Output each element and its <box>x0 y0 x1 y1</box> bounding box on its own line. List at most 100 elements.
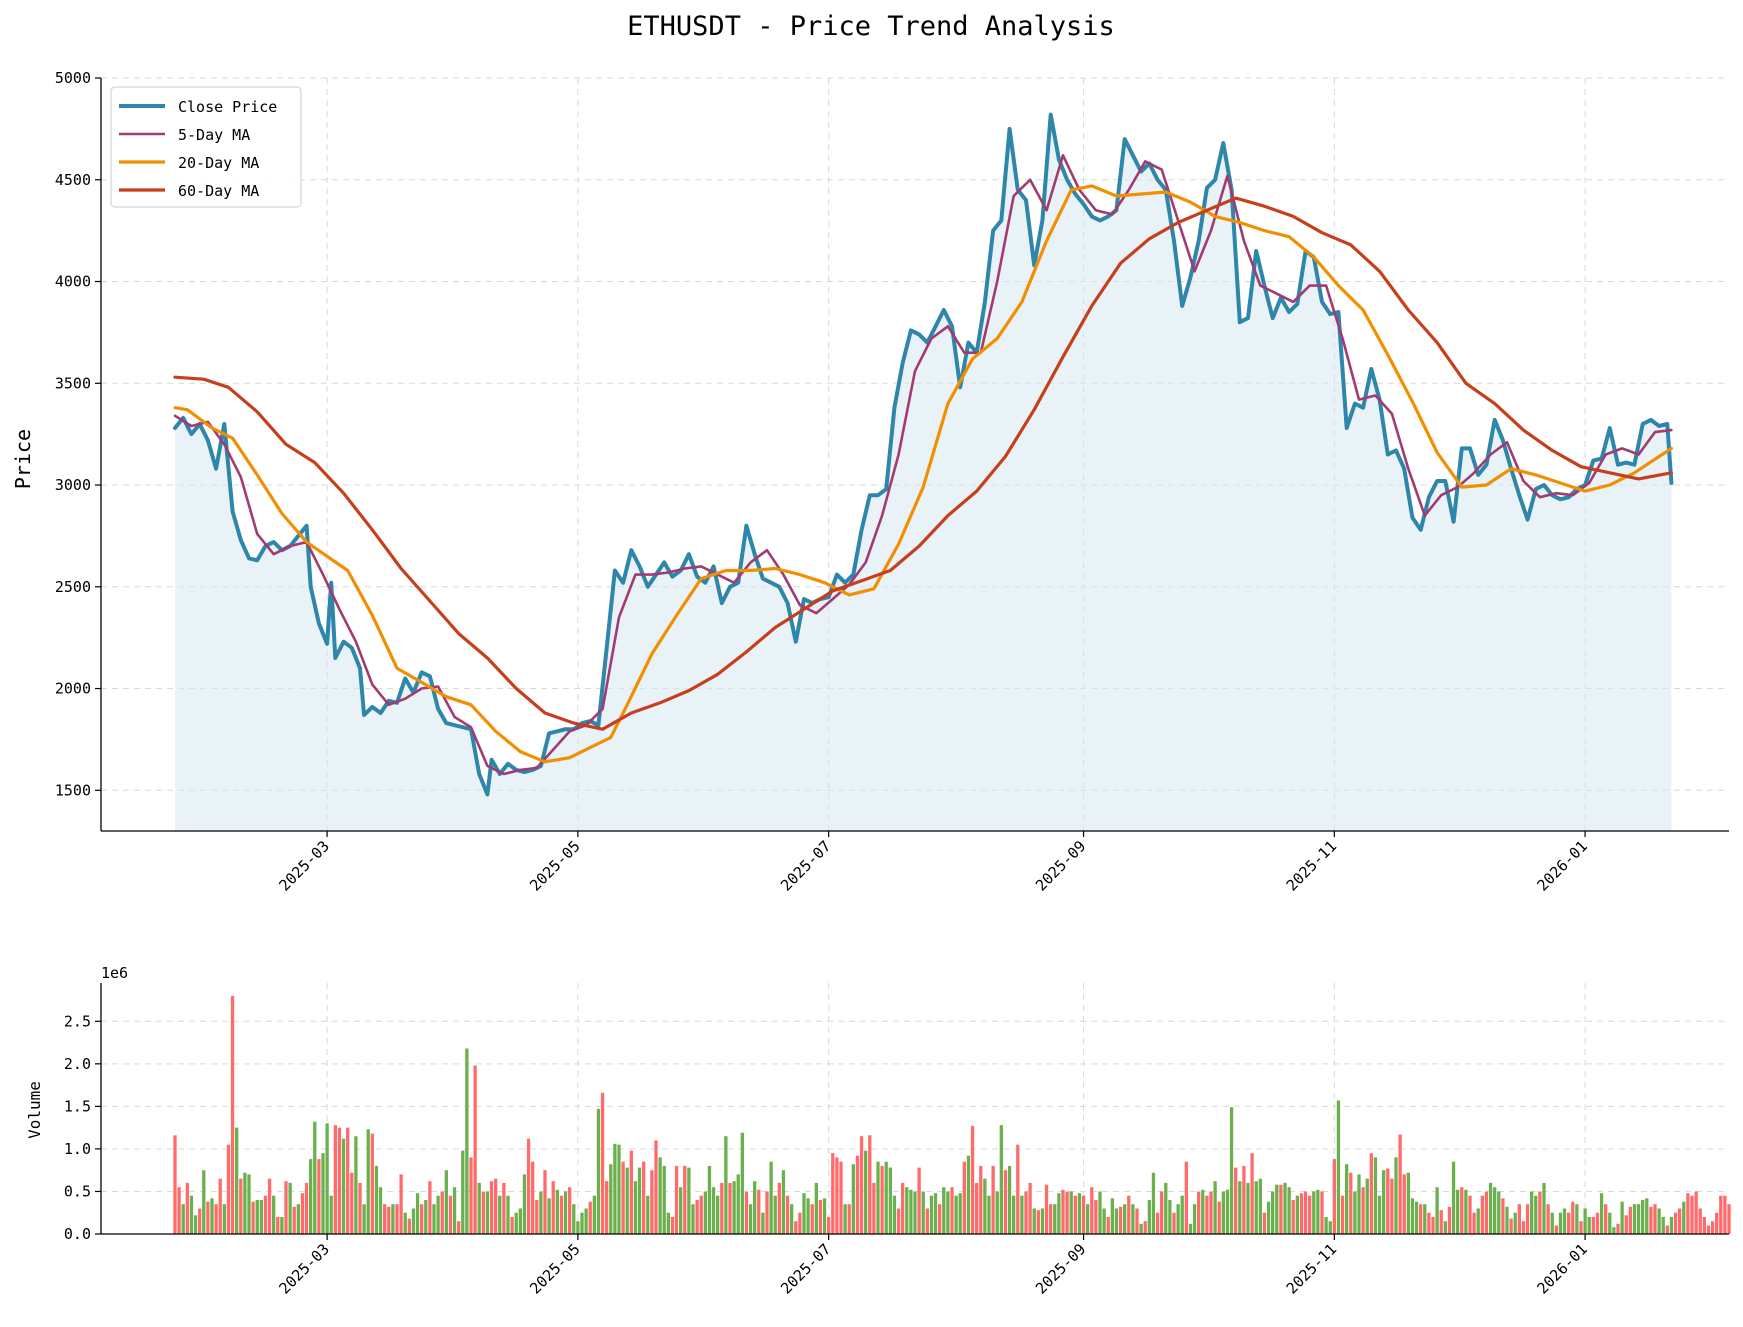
volume-bar <box>1423 1204 1427 1234</box>
volume-bar <box>1410 1198 1415 1234</box>
volume-x-tick-label: 2025-07 <box>777 1240 834 1297</box>
volume-bar <box>1094 1200 1098 1234</box>
volume-bar <box>313 1121 317 1234</box>
volume-bar <box>309 1159 313 1234</box>
volume-bar <box>1151 1172 1156 1234</box>
volume-bar <box>1020 1195 1024 1234</box>
volume-bar <box>1106 1217 1110 1234</box>
volume-bar <box>794 1221 798 1234</box>
volume-bar <box>666 1212 670 1234</box>
volume-bar <box>1258 1178 1262 1234</box>
volume-bar <box>892 1195 897 1234</box>
volume-bar <box>518 1208 522 1234</box>
volume-bar <box>1534 1195 1538 1234</box>
volume-bar <box>909 1189 913 1234</box>
volume-bar <box>1673 1212 1678 1234</box>
volume-bar <box>1061 1189 1065 1234</box>
volume-bar <box>210 1198 214 1234</box>
volume-bar <box>193 1215 198 1234</box>
volume-bar <box>1653 1204 1657 1234</box>
volume-bar <box>1308 1195 1312 1234</box>
volume-bar <box>1192 1204 1197 1234</box>
volume-bar <box>230 995 235 1234</box>
volume-bar <box>806 1198 810 1234</box>
volume-bar <box>1044 1184 1049 1234</box>
volume-bar <box>1628 1206 1632 1234</box>
volume-bar <box>1464 1189 1468 1234</box>
volume-bar <box>1414 1201 1419 1234</box>
volume-bar <box>1575 1204 1579 1234</box>
volume-bar <box>1262 1212 1267 1234</box>
volume-bar <box>843 1204 847 1234</box>
volume-bar <box>1723 1195 1727 1234</box>
volume-bar <box>1402 1174 1406 1234</box>
volume-bar <box>461 1150 465 1234</box>
volume-bar <box>925 1208 929 1234</box>
volume-bar <box>1287 1187 1291 1234</box>
price-x-tick-label: 2025-03 <box>276 837 333 894</box>
volume-bar <box>1456 1189 1460 1234</box>
volume-bar <box>1460 1187 1464 1234</box>
volume-bar <box>391 1204 395 1234</box>
volume-bar <box>510 1217 514 1234</box>
volume-bar <box>1229 1107 1234 1234</box>
volume-bar <box>222 1204 226 1234</box>
volume-bar <box>884 1161 888 1234</box>
volume-bar <box>321 1153 325 1234</box>
volume-bar <box>1542 1182 1546 1234</box>
volume-bar <box>317 1159 321 1234</box>
volume-bar <box>489 1181 494 1234</box>
volume-bar <box>1279 1184 1283 1234</box>
volume-bar <box>1398 1134 1402 1234</box>
volume-bar <box>720 1182 724 1234</box>
volume-bar <box>954 1195 958 1234</box>
volume-bar <box>1513 1212 1517 1234</box>
volume-bar <box>1435 1187 1439 1234</box>
volume-bar <box>1012 1195 1016 1234</box>
volume-bar <box>576 1221 580 1234</box>
volume-bar <box>1049 1204 1053 1234</box>
volume-bar <box>1283 1182 1287 1234</box>
volume-bar <box>872 1182 876 1234</box>
volume-bar <box>1349 1172 1353 1234</box>
volume-bar <box>605 1181 609 1234</box>
volume-bar <box>514 1212 518 1234</box>
volume-bar <box>563 1191 568 1234</box>
volume-bar <box>958 1193 962 1234</box>
volume-bar <box>272 1195 276 1234</box>
volume-bar <box>868 1135 872 1234</box>
volume-bar <box>547 1198 551 1234</box>
volume-bar <box>683 1165 687 1234</box>
volume-bar <box>403 1212 407 1234</box>
volume-bar <box>1525 1204 1530 1234</box>
volume-bar <box>1567 1212 1571 1234</box>
volume-bar <box>296 1204 300 1234</box>
volume-bar <box>1386 1168 1390 1234</box>
series-ma60-line <box>173 196 1673 731</box>
volume-bar <box>374 1165 379 1234</box>
volume-bar <box>703 1191 707 1234</box>
volume-bar <box>642 1161 646 1234</box>
volume-bar <box>1406 1172 1410 1234</box>
volume-bar <box>551 1181 555 1234</box>
price-y-tick-label: 4000 <box>55 273 91 291</box>
volume-bar <box>1028 1182 1032 1234</box>
volume-bar <box>1299 1193 1304 1234</box>
volume-bar <box>1312 1191 1316 1234</box>
volume-bar <box>1661 1217 1665 1234</box>
volume-bar <box>1320 1191 1324 1234</box>
volume-bar <box>1353 1191 1357 1234</box>
volume-x-tick-label: 2026-01 <box>1534 1240 1591 1297</box>
volume-bar <box>979 1165 983 1234</box>
volume-bar <box>1139 1223 1143 1234</box>
volume-bar <box>1135 1208 1139 1234</box>
volume-bar <box>1727 1204 1731 1234</box>
volume-bar <box>243 1172 247 1234</box>
volume-bar <box>970 1125 975 1234</box>
volume-bar <box>465 1048 469 1234</box>
volume-bar <box>276 1217 280 1234</box>
volume-bar <box>1024 1191 1028 1234</box>
volume-bar <box>753 1181 757 1234</box>
volume-bar <box>1382 1170 1386 1234</box>
